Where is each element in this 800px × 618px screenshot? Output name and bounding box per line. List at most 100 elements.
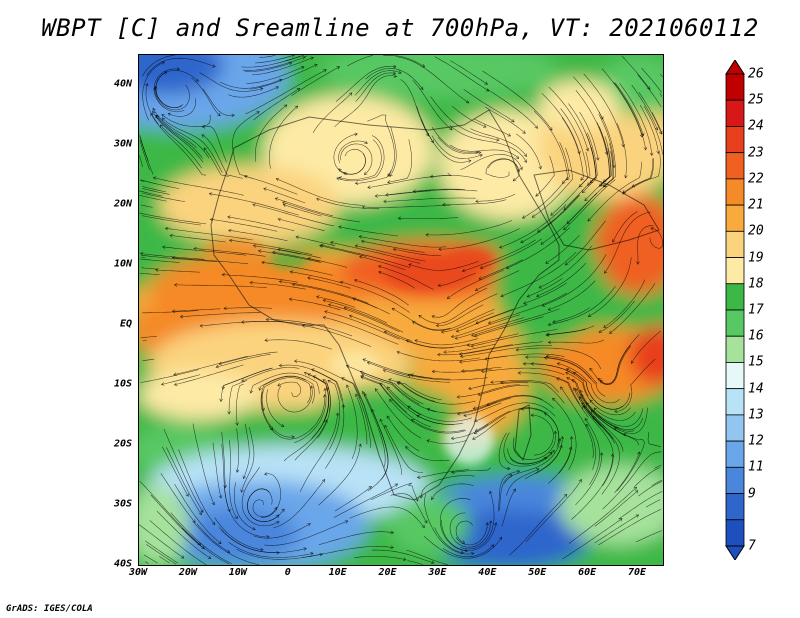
streamline-arrow <box>388 378 392 382</box>
streamline <box>276 178 364 206</box>
streamline-arrow <box>393 74 398 78</box>
streamline <box>552 398 577 470</box>
streamline-arrow <box>348 92 353 96</box>
streamline <box>474 407 547 434</box>
streamline <box>522 178 568 219</box>
streamline <box>155 71 184 108</box>
streamline-arrow <box>522 130 526 134</box>
colorbar-segment <box>725 178 745 206</box>
streamline-arrow <box>161 117 166 122</box>
streamline <box>598 111 616 188</box>
streamline <box>535 155 555 197</box>
streamline-arrow <box>207 555 212 559</box>
streamline <box>621 55 651 90</box>
streamline <box>546 355 598 384</box>
streamline <box>407 560 423 565</box>
lat-tick-label: 30N <box>113 138 132 150</box>
streamline-arrow <box>249 280 253 285</box>
streamline-arrow <box>425 132 429 137</box>
streamline-arrow <box>288 61 293 66</box>
streamline <box>478 259 523 280</box>
streamline <box>196 523 230 553</box>
streamline <box>141 255 218 262</box>
streamline <box>451 424 489 439</box>
streamline <box>378 265 434 290</box>
streamline <box>560 108 588 188</box>
streamline <box>423 535 503 559</box>
streamline-arrow <box>392 247 397 252</box>
streamline <box>579 390 644 427</box>
streamline-arrow <box>295 235 299 240</box>
streamline <box>387 139 412 183</box>
streamline <box>139 136 154 175</box>
streamline-arrow <box>264 472 268 476</box>
streamline-arrow <box>199 323 203 328</box>
streamline-arrow <box>650 227 654 231</box>
streamline <box>593 407 636 421</box>
streamline <box>245 69 327 115</box>
streamline-arrow <box>521 215 526 219</box>
streamline-arrow <box>390 545 394 550</box>
streamline-arrow <box>639 134 644 138</box>
streamline-arrow <box>595 157 600 161</box>
lon-tick-label: 50E <box>528 567 547 578</box>
streamline <box>364 393 389 480</box>
streamline-arrow <box>360 375 364 379</box>
streamline <box>463 89 515 123</box>
streamline <box>637 74 662 108</box>
streamline-arrow <box>394 483 399 487</box>
streamline-arrow <box>543 356 548 360</box>
streamline <box>455 317 525 339</box>
streamline <box>548 339 604 344</box>
streamline <box>583 73 624 147</box>
streamline <box>500 381 565 404</box>
streamline <box>531 414 554 456</box>
streamline <box>480 238 542 269</box>
streamline-arrow <box>600 182 604 186</box>
streamline-arrow <box>322 298 327 303</box>
streamline-arrow <box>543 412 548 416</box>
streamline-arrow <box>316 197 320 202</box>
streamline <box>384 425 423 473</box>
streamline-arrow <box>583 405 587 409</box>
streamline <box>155 115 203 159</box>
streamline-arrow <box>574 388 579 392</box>
streamline-arrow <box>243 175 248 179</box>
streamline-arrow <box>366 361 371 365</box>
streamline-arrow <box>523 301 527 305</box>
streamline <box>383 369 450 383</box>
colorbar-segment <box>725 388 745 416</box>
streamline-arrow <box>526 294 531 298</box>
streamline <box>397 382 476 405</box>
streamline <box>241 466 280 527</box>
streamline <box>499 204 567 248</box>
streamline <box>430 96 500 141</box>
streamline-arrow <box>552 319 556 324</box>
streamline-arrow <box>235 422 239 426</box>
streamline <box>354 556 406 561</box>
streamline <box>359 256 406 271</box>
streamline <box>468 382 529 390</box>
streamline <box>252 499 278 518</box>
streamline-arrow <box>459 354 464 359</box>
streamline <box>647 432 661 447</box>
streamline <box>407 374 488 381</box>
streamline-arrow <box>474 287 479 292</box>
streamline <box>603 279 646 328</box>
colorbar-level-label: 21 <box>748 197 764 213</box>
streamline-arrow <box>579 389 583 394</box>
streamline-arrow <box>563 206 567 211</box>
streamline-arrow <box>466 343 471 347</box>
streamline-arrow <box>307 523 311 527</box>
streamline <box>474 316 544 337</box>
lon-tick-label: 20E <box>378 567 397 578</box>
streamline-arrow <box>379 418 383 423</box>
streamline-arrow <box>571 379 575 383</box>
colorbar-segment <box>725 466 745 494</box>
streamline-arrow <box>338 168 342 172</box>
streamline-arrow <box>482 124 487 128</box>
streamline <box>562 518 623 560</box>
streamline-arrow <box>411 321 416 325</box>
streamline-arrow <box>550 212 554 216</box>
streamline-arrow <box>387 180 391 184</box>
